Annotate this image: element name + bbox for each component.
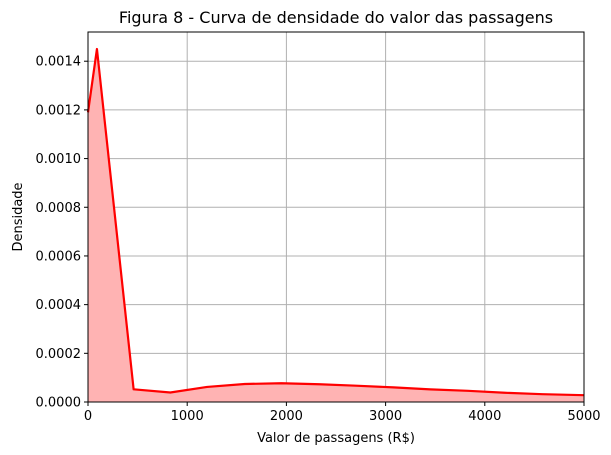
y-tick-label: 0.0006	[36, 249, 82, 264]
x-tick-label: 3000	[369, 409, 402, 424]
plot-frame	[87, 31, 585, 403]
x-tick-label: 2000	[270, 409, 303, 424]
axis-ticks: 0 1000 2000 3000 4000 5000 0.0000 0.0002 0.0004 0…	[36, 55, 601, 424]
x-tick-label: 5000	[567, 409, 600, 424]
y-tick-label: 0.0002	[36, 347, 82, 362]
y-tick-label: 0.0010	[36, 152, 82, 167]
x-tick-label: 1000	[171, 409, 204, 424]
y-tick-label: 0.0014	[36, 55, 82, 70]
density-area	[88, 49, 584, 402]
x-axis-label: Valor de passagens (R$)	[257, 431, 415, 446]
chart-title: Figura 8 - Curva de densidade do valor d…	[119, 8, 553, 27]
y-axis-label: Densidade	[11, 182, 26, 251]
x-tick-label: 4000	[468, 409, 501, 424]
y-tick-label: 0.0004	[36, 298, 82, 313]
y-tick-label: 0.0012	[36, 103, 82, 118]
plot-area	[86, 47, 585, 402]
density-curve	[86, 47, 585, 397]
grid	[87, 32, 585, 403]
y-tick-label: 0.0000	[36, 396, 82, 411]
x-tick-label: 0	[84, 409, 92, 424]
y-tick-label: 0.0008	[36, 201, 82, 216]
